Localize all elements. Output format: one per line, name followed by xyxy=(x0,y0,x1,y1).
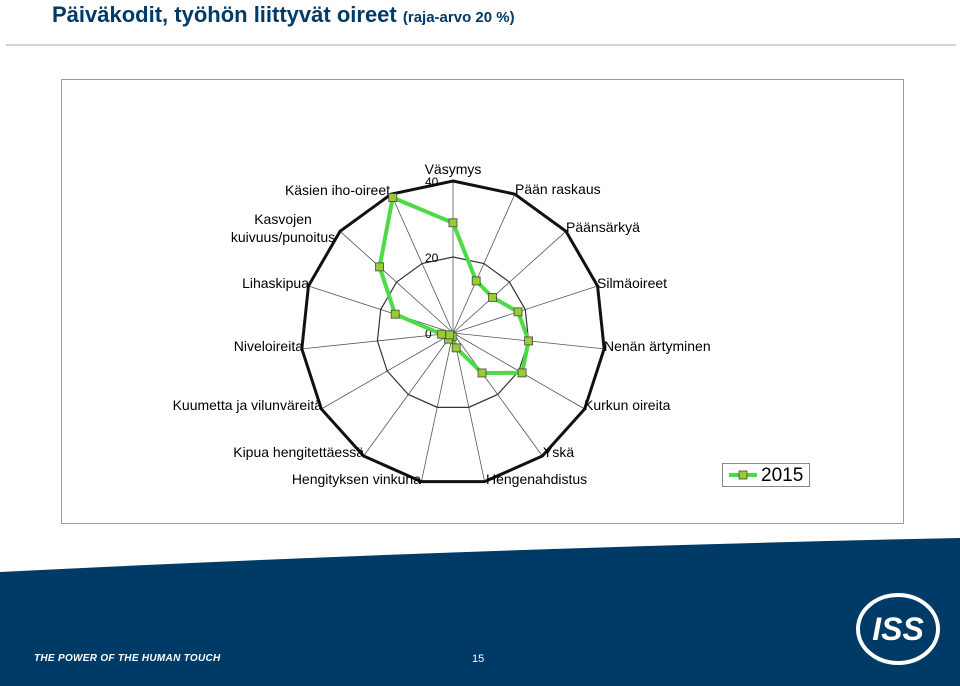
radar-category-label: Hengityksen vinkuna xyxy=(292,471,421,487)
legend-series-swatch xyxy=(729,470,757,480)
title-subtitle: (raja-arvo 20 %) xyxy=(402,9,515,26)
title-main: Päiväkodit, työhön liittyvät oireet xyxy=(52,2,397,27)
logo-text: ISS xyxy=(872,611,924,647)
header-divider xyxy=(6,44,956,46)
page-number: 15 xyxy=(472,653,485,665)
radar-category-label: Kipua hengitettäessä xyxy=(233,444,364,460)
radar-data-point xyxy=(471,276,481,286)
radar-category-label: Nenän ärtyminen xyxy=(604,338,711,354)
radar-category-label: Silmäoireet xyxy=(597,275,667,291)
radar-data-point xyxy=(388,193,398,203)
radar-category-label: Lihaskipua xyxy=(242,275,309,291)
radar-category-label: Hengenahdistus xyxy=(486,471,587,487)
radar-category-label: Kuumetta ja vilunväreitä xyxy=(173,397,323,413)
radar-data-point xyxy=(451,343,461,353)
radar-category-label: Kasvojen kuivuus/punoitus xyxy=(231,211,335,245)
legend-label: 2015 xyxy=(761,465,804,486)
chart-area xyxy=(61,79,904,524)
radar-category-label: Väsymys xyxy=(425,161,482,177)
radar-data-point xyxy=(524,336,533,346)
radar-tick-label: 40 xyxy=(425,175,439,189)
radar-tick-label: 20 xyxy=(425,251,439,265)
radar-tick-label: 0 xyxy=(425,327,432,341)
footer-tagline: THE POWER OF THE HUMAN TOUCH xyxy=(34,653,221,664)
page-title: Päiväkodit, työhön liittyvät oireet (raj… xyxy=(52,2,515,28)
radar-data-point xyxy=(477,368,487,378)
radar-category-label: Pään raskaus xyxy=(515,181,601,197)
radar-category-label: Kurkun oireita xyxy=(584,397,671,413)
footer-band xyxy=(0,538,960,686)
radar-category-label: Niveloireita xyxy=(234,338,303,354)
radar-data-point xyxy=(445,330,455,340)
radar-data-point xyxy=(390,309,400,319)
legend: 2015 xyxy=(722,463,810,487)
radar-category-label: Päänsärkyä xyxy=(566,219,640,235)
radar-data-point xyxy=(448,218,458,228)
radar-outer-ring xyxy=(300,179,606,484)
radar-series-line xyxy=(377,195,531,375)
radar-data-point xyxy=(488,293,497,302)
iss-logo: ISS xyxy=(856,593,940,665)
radar-category-label: Käsien iho-oireet xyxy=(285,182,390,198)
radar-data-point xyxy=(375,262,384,272)
radar-data-point xyxy=(437,329,447,339)
radar-data-point xyxy=(517,368,527,378)
radar-category-label: Yskä xyxy=(543,444,574,460)
radar-data-point xyxy=(513,307,523,317)
